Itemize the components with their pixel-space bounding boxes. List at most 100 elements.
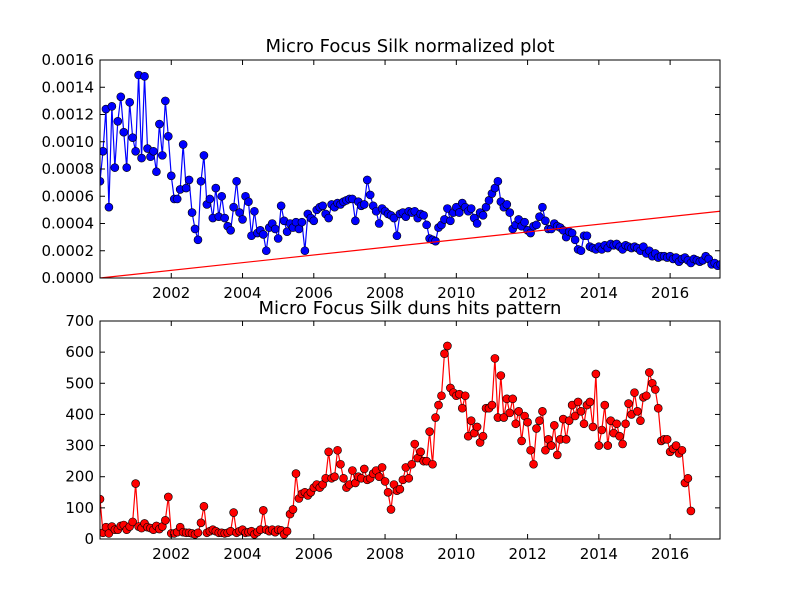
data-point [535, 212, 544, 221]
data-point [339, 473, 348, 483]
data-point [288, 505, 298, 514]
data-point [211, 183, 221, 193]
data-point [374, 219, 384, 228]
data-point [100, 146, 108, 156]
data-point [630, 388, 639, 397]
data-point [612, 419, 621, 429]
data-point [653, 403, 663, 413]
data-point [196, 176, 206, 186]
data-point [490, 354, 500, 363]
data-point [677, 445, 687, 455]
data-point [535, 416, 544, 425]
data-point [478, 431, 488, 441]
data-point [374, 472, 384, 482]
data-point [131, 479, 140, 488]
y-tick-label: 700 [65, 312, 94, 330]
data-point [259, 230, 268, 239]
data-point [576, 407, 586, 416]
data-point [324, 447, 333, 457]
data-point [541, 445, 550, 455]
data-point [158, 151, 167, 160]
data-point [324, 213, 333, 223]
data-point [579, 419, 589, 429]
data-point [541, 216, 550, 226]
data-point [493, 176, 503, 186]
data-point [359, 464, 369, 474]
data-point [377, 463, 387, 472]
x-tick-label: 2016 [651, 545, 689, 563]
data-point [502, 200, 512, 209]
data-point [250, 206, 259, 216]
data-point [466, 416, 476, 425]
axes-frame [99, 320, 721, 540]
data-point [443, 204, 452, 213]
x-tick-label: 2006 [295, 545, 333, 563]
data-point [383, 487, 393, 497]
x-tick-label: 2016 [651, 284, 689, 302]
data-point [172, 194, 182, 204]
data-point [199, 151, 209, 160]
data-point [229, 202, 238, 212]
data-point [116, 92, 126, 102]
data-point [621, 419, 630, 429]
data-point [496, 371, 506, 380]
data-point [193, 235, 203, 245]
data-point [199, 501, 209, 511]
x-tick-label: 2010 [437, 545, 475, 563]
data-point [642, 391, 651, 401]
data-point [428, 459, 437, 469]
data-point [404, 473, 414, 483]
data-point [650, 385, 660, 394]
data-point [726, 262, 734, 270]
data-point [576, 246, 586, 256]
data-point [716, 260, 720, 269]
data-point [740, 264, 748, 272]
data-point [636, 416, 645, 425]
data-point [122, 163, 132, 172]
data-point [113, 117, 123, 126]
y-tick-label: 200 [65, 468, 94, 486]
data-point [422, 220, 431, 230]
data-point [734, 264, 742, 272]
data-point [550, 421, 559, 430]
data-point [457, 403, 467, 413]
data-point [443, 341, 452, 351]
data-point [419, 211, 428, 220]
data-point [588, 422, 598, 432]
data-point [318, 201, 328, 211]
data-point [466, 204, 476, 213]
data-point [505, 208, 515, 217]
data-point [217, 191, 227, 201]
data-point [100, 494, 105, 504]
data-point [723, 260, 731, 268]
data-point [164, 492, 173, 502]
data-point [662, 435, 672, 444]
data-point [624, 399, 633, 408]
data-point [238, 215, 247, 224]
x-tick-label: 2002 [152, 545, 190, 563]
data-point [351, 216, 360, 226]
data-point [166, 171, 176, 181]
data-point [737, 263, 745, 271]
data-point [100, 176, 105, 186]
data-point [526, 445, 535, 455]
data-point [538, 202, 547, 212]
data-point [392, 231, 402, 241]
data-point [585, 397, 595, 407]
data-point [161, 96, 170, 106]
duns-hits-axes: 2002 2004 2006 2008 2010 2012 2014 2016 0 100 200 3… [65, 312, 721, 563]
data-point [547, 441, 556, 450]
data-point [330, 472, 339, 482]
y-tick-label: 0 [84, 530, 94, 548]
data-point [440, 349, 449, 359]
data-point [591, 369, 601, 379]
data-point [359, 200, 369, 209]
data-point [107, 102, 117, 111]
data-point [594, 441, 604, 450]
y-tick-label: 0.0012 [42, 106, 95, 124]
data-point [300, 246, 310, 256]
x-tick-label: 2012 [508, 545, 546, 563]
data-point [273, 234, 283, 243]
y-tick-label: 300 [65, 437, 94, 455]
